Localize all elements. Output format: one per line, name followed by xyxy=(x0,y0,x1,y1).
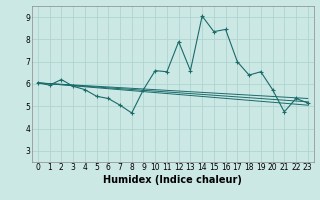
X-axis label: Humidex (Indice chaleur): Humidex (Indice chaleur) xyxy=(103,175,242,185)
